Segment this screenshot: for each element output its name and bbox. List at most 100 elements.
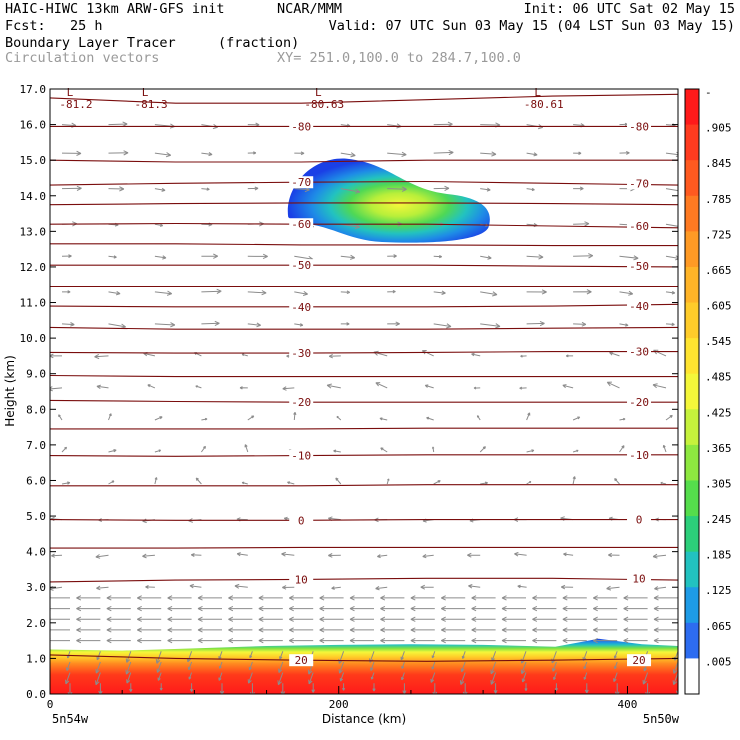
wind-vector xyxy=(526,152,538,157)
tracer-field xyxy=(50,158,678,694)
wind-vector-low xyxy=(308,672,314,685)
wind-vector xyxy=(387,151,407,157)
wind-vector xyxy=(247,415,255,421)
wind-vector-low xyxy=(319,616,344,622)
wind-vector xyxy=(94,353,109,360)
wind-vector xyxy=(96,585,109,591)
y-tick-label: 11.0 xyxy=(20,297,47,310)
wind-vector-low xyxy=(613,672,618,683)
wind-vector xyxy=(387,186,407,192)
isotherm-line xyxy=(50,546,678,549)
wind-vector xyxy=(95,554,109,559)
wind-vector-low xyxy=(228,627,253,633)
y-tick-label: 17.0 xyxy=(20,83,47,96)
wind-vector-low xyxy=(524,683,528,692)
colorbar-label: .845 xyxy=(705,157,732,170)
wind-vector xyxy=(247,322,261,328)
wind-vector-low xyxy=(410,616,435,622)
wind-vector-low xyxy=(197,627,222,633)
wind-vector xyxy=(61,481,71,485)
wind-vector-low xyxy=(129,683,133,692)
isotherm-label-bg xyxy=(627,396,652,409)
isotherm-label-bg xyxy=(289,347,314,360)
colorbar-segment xyxy=(685,409,699,446)
wind-vector-low xyxy=(258,627,283,633)
wind-vector xyxy=(665,322,675,327)
wind-vector-low xyxy=(380,637,405,644)
wind-vector xyxy=(61,446,68,453)
wind-vector xyxy=(51,553,63,558)
isotherm-label: 10 xyxy=(632,572,645,585)
wind-vector-low xyxy=(440,637,466,644)
wind-vector xyxy=(154,255,167,260)
wind-vector-low xyxy=(288,605,314,612)
wind-vector-low xyxy=(76,637,101,644)
valid-time: Valid: 07 UTC Sun 03 May 15 (04 LST Sun … xyxy=(328,18,735,34)
wind-vector xyxy=(573,289,592,295)
colorbar-frame xyxy=(684,88,700,695)
wind-vector-low xyxy=(401,661,405,670)
isotherm-label: -30 xyxy=(291,347,311,360)
wind-vector xyxy=(375,382,388,389)
wind-vector xyxy=(526,320,545,327)
minimum-marker: L xyxy=(67,86,74,99)
wind-vector-low xyxy=(98,683,103,694)
wind-vector xyxy=(387,289,396,294)
wind-vector-low xyxy=(642,672,649,685)
wind-vector-low xyxy=(471,595,496,601)
wind-vector-low xyxy=(249,651,253,659)
isotherm-label-bg xyxy=(627,572,652,585)
isotherm-label-bg xyxy=(627,448,652,461)
wind-vector xyxy=(201,187,210,191)
isotherm-line xyxy=(50,351,678,354)
wind-vector-low xyxy=(501,616,526,622)
wind-vector-low xyxy=(592,637,618,644)
wind-vector-low xyxy=(410,605,435,612)
wind-vector xyxy=(526,412,531,421)
colorbar-label: .785 xyxy=(705,193,732,206)
wind-vector-low xyxy=(197,605,222,612)
y-tick-label: 9.0 xyxy=(26,368,46,381)
wind-vector xyxy=(195,477,202,485)
wind-vector xyxy=(108,480,115,485)
wind-vector xyxy=(386,478,390,485)
wind-vector-low xyxy=(106,616,131,622)
wind-vector xyxy=(326,383,341,389)
wind-vector-low xyxy=(249,683,255,694)
wind-vector xyxy=(526,289,547,295)
wind-vector xyxy=(379,417,388,421)
wind-vector xyxy=(387,321,400,327)
colorbar-label: .005 xyxy=(705,655,732,668)
wind-vector-low xyxy=(50,637,70,644)
wind-vector xyxy=(433,254,443,259)
wind-vector-low xyxy=(380,627,405,633)
wind-vector-low xyxy=(167,605,192,612)
isotherm-label-bg xyxy=(289,218,314,231)
wind-vector-low xyxy=(410,627,435,633)
wind-vector-low xyxy=(613,651,618,659)
colorbar-label: .425 xyxy=(705,406,732,419)
colorbar-label: .485 xyxy=(705,371,732,384)
field-units: (fraction) xyxy=(218,35,300,51)
wind-vector-low xyxy=(258,637,283,644)
isotherm-labels: 20 20 10 10 0 0 -10 -10 -20 -20 -30 -30 -40 -40 -50 -50… xyxy=(59,86,652,667)
isotherm-label: -80 xyxy=(291,120,311,133)
wind-vector xyxy=(340,322,350,326)
wind-vector-low xyxy=(258,595,283,601)
wind-vector xyxy=(572,476,576,485)
colorbar: - .905 .845 .785 .725 .665 .605 .545 .485 .425 .36… xyxy=(684,86,732,695)
forecast-hour: Fcst: 25 h xyxy=(5,18,103,34)
wind-vector-low xyxy=(614,661,618,670)
wind-vector-low xyxy=(76,627,101,633)
isotherm-label: -20 xyxy=(291,396,311,409)
wind-vector-low xyxy=(672,661,678,674)
wind-vector-low xyxy=(501,627,526,633)
wind-vector xyxy=(189,583,202,589)
isotherm-label: -50 xyxy=(629,260,649,273)
wind-vector xyxy=(241,481,248,485)
wind-vector xyxy=(108,150,129,156)
wind-vector xyxy=(572,416,581,421)
isotherm-label-bg xyxy=(627,260,652,273)
wind-vector xyxy=(142,553,155,559)
wind-vector xyxy=(201,320,220,327)
